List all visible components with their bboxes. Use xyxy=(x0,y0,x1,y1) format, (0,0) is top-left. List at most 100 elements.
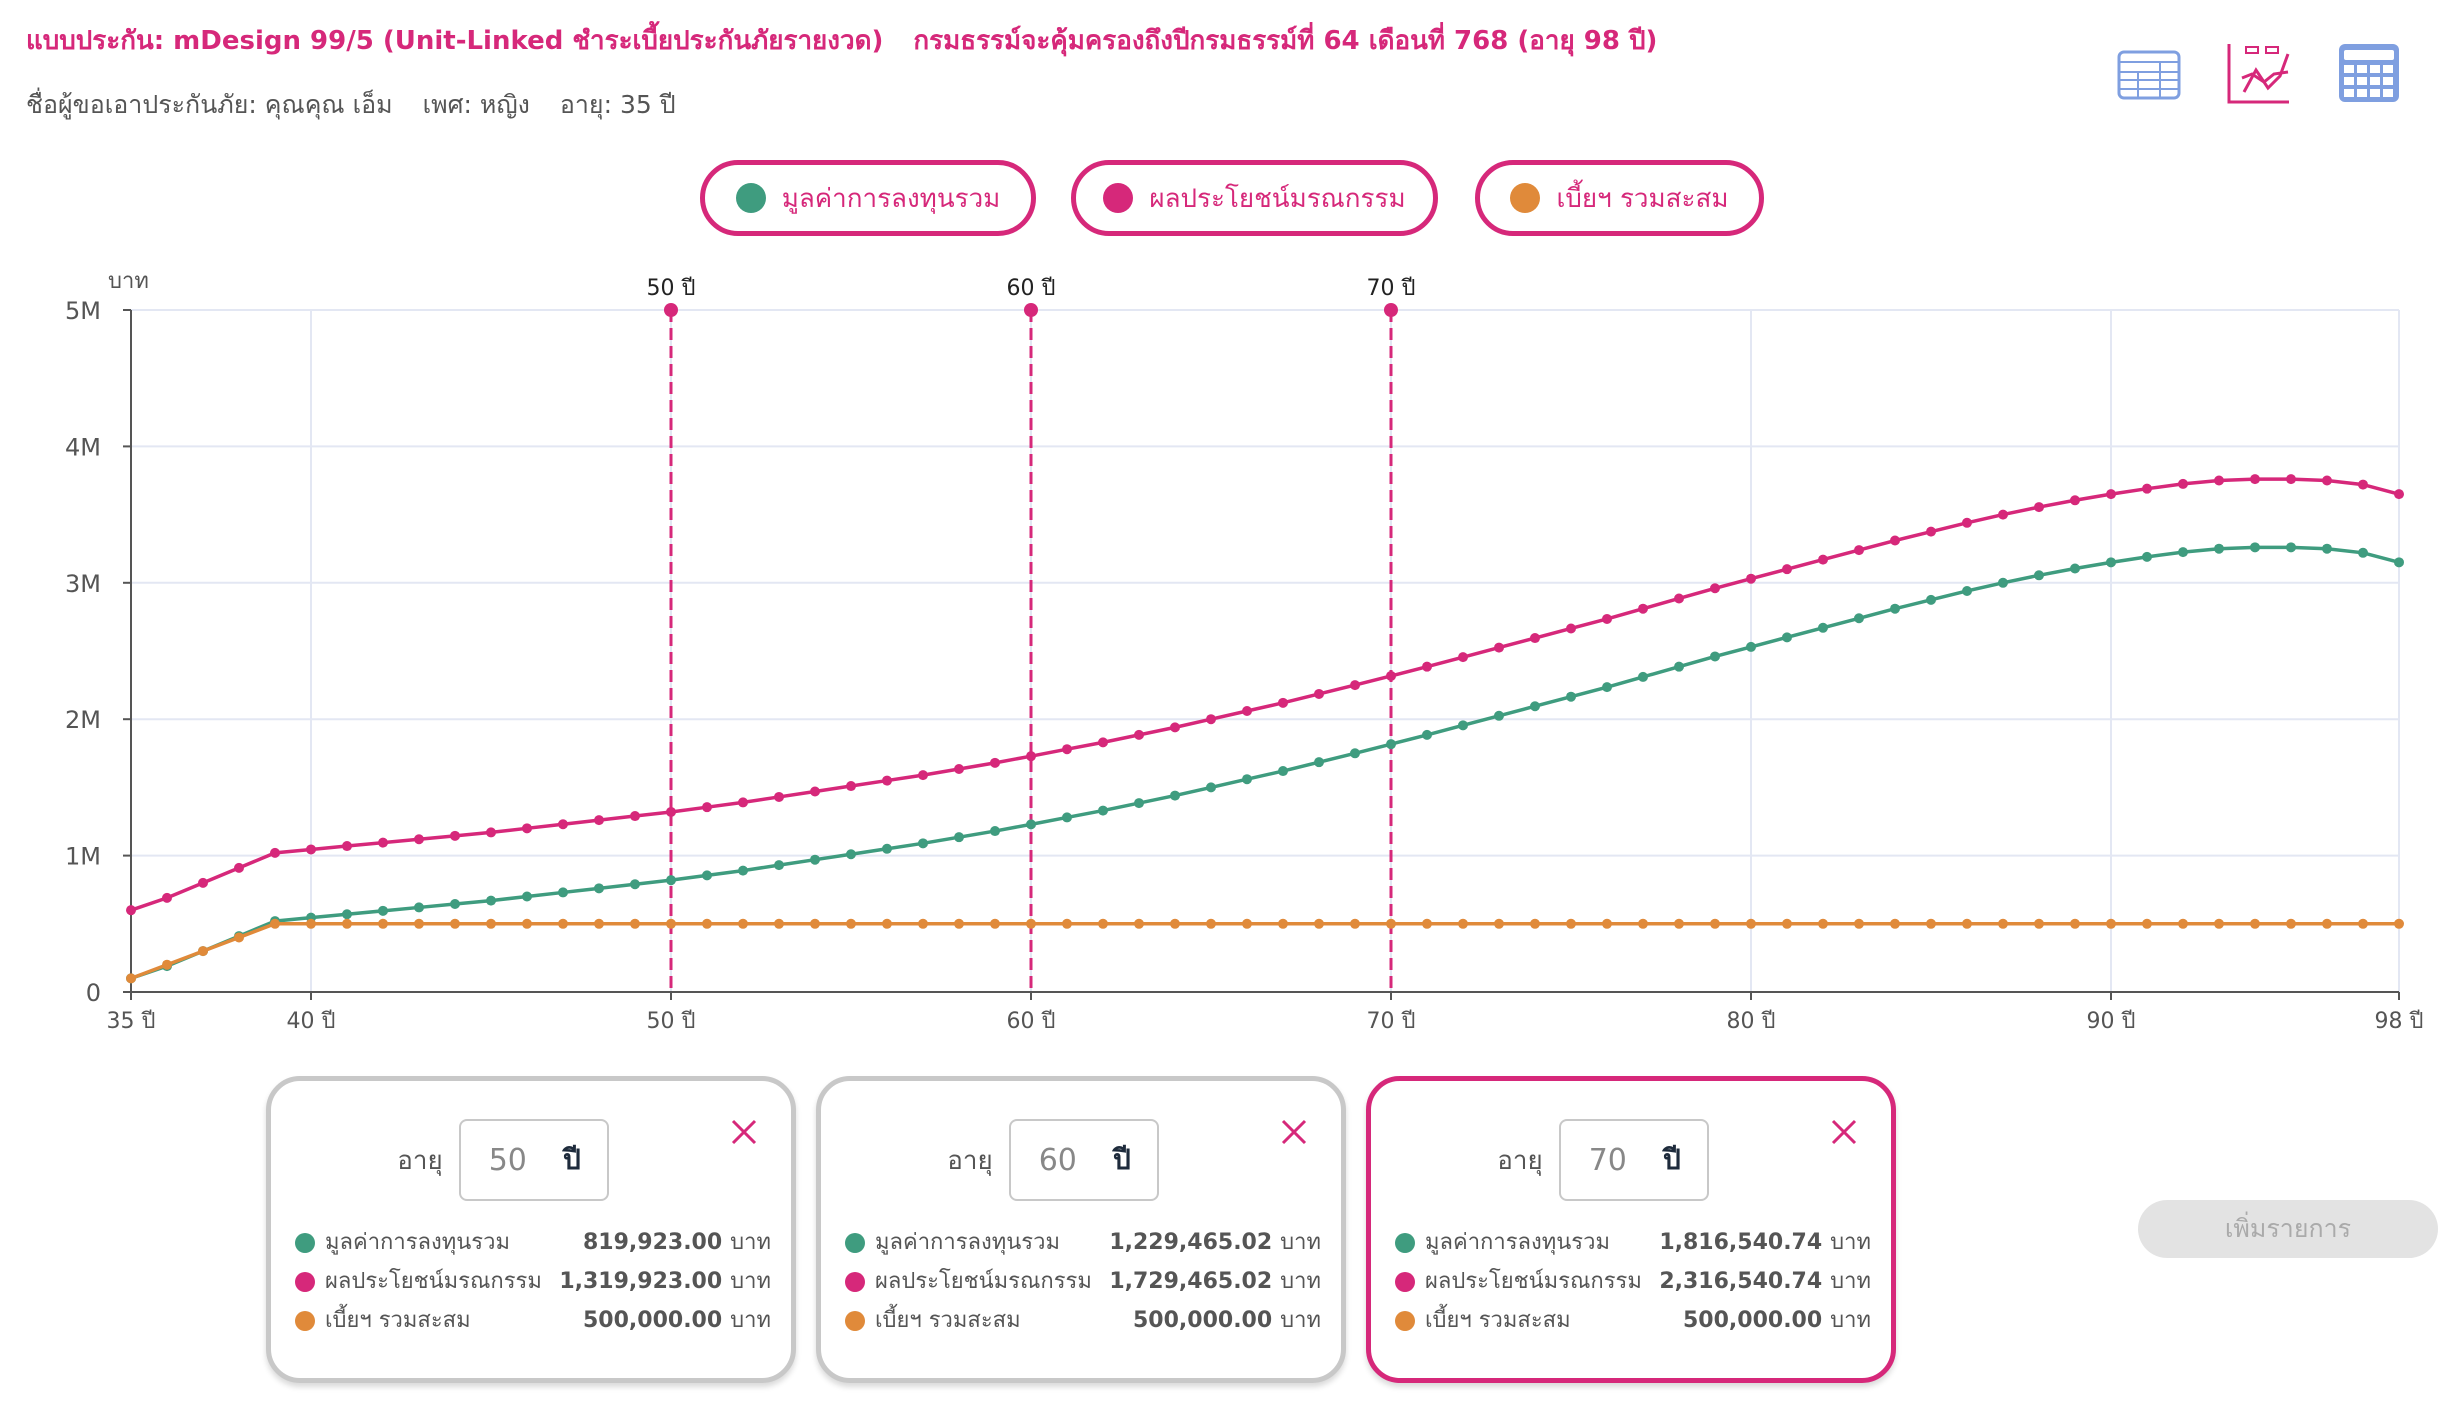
data-point xyxy=(486,895,496,906)
data-point xyxy=(1638,671,1648,682)
data-point xyxy=(1062,812,1072,823)
row-unit: บาท xyxy=(730,1230,771,1255)
close-icon[interactable] xyxy=(729,1117,759,1147)
card-row: เบี้ยฯ รวมสะสม 500,000.00 บาท xyxy=(295,1301,771,1340)
insured-info: ชื่อผู้ขอเอาประกันภัย: คุณคุณ เอ็ม เพศ: ห… xyxy=(26,85,2086,125)
data-point xyxy=(414,918,424,929)
data-point xyxy=(1134,729,1144,740)
data-point xyxy=(2214,918,2224,929)
age-unit: ปี xyxy=(1112,1143,1131,1176)
series-dot-icon xyxy=(1395,1310,1415,1331)
add-item-button[interactable]: เพิ่มรายการ xyxy=(2138,1200,2438,1258)
data-point xyxy=(1854,545,1864,556)
series-line xyxy=(130,922,2399,980)
data-point xyxy=(1458,918,1468,929)
x-tick-label: 60 ปี xyxy=(1007,1009,1056,1034)
data-point xyxy=(630,879,640,890)
data-point xyxy=(2394,489,2404,500)
data-point xyxy=(1530,701,1540,712)
data-point xyxy=(990,918,1000,929)
data-point xyxy=(2070,918,2080,929)
y-tick-label: 4M xyxy=(65,433,101,461)
close-icon[interactable] xyxy=(1829,1117,1859,1147)
data-point xyxy=(1962,517,1972,528)
y-tick-label: 0 xyxy=(86,979,101,1007)
y-tick-label: 5M xyxy=(65,297,101,325)
calculator-icon[interactable] xyxy=(2336,40,2402,106)
data-point xyxy=(1278,697,1288,708)
row-label: เบี้ยฯ รวมสะสม xyxy=(325,1308,471,1333)
data-point xyxy=(1638,918,1648,929)
data-point xyxy=(2394,918,2404,929)
y-axis-label: บาท xyxy=(108,269,149,294)
data-point xyxy=(486,918,496,929)
data-point xyxy=(1098,737,1108,748)
data-point xyxy=(1062,744,1072,755)
data-point xyxy=(2070,563,2080,574)
table-icon[interactable] xyxy=(2116,40,2182,106)
age-label: อายุ xyxy=(397,1145,443,1176)
series-dot-icon xyxy=(1395,1271,1415,1292)
data-point xyxy=(954,763,964,774)
age-value[interactable]: 50 xyxy=(488,1142,527,1178)
data-point xyxy=(882,843,892,854)
line-chart-icon[interactable] xyxy=(2226,40,2292,106)
row-value-group: 500,000.00 บาท xyxy=(1133,1301,1321,1340)
legend-death-benefit[interactable]: ผลประโยชน์มรณกรรม xyxy=(1071,160,1438,236)
data-point xyxy=(1134,918,1144,929)
data-point xyxy=(1998,509,2008,520)
data-point xyxy=(1566,918,1576,929)
data-point xyxy=(1674,661,1684,672)
data-point xyxy=(1170,722,1180,733)
data-point xyxy=(1998,918,2008,929)
card-row: มูลค่าการลงทุนรวม 1,816,540.74 บาท xyxy=(1395,1223,1871,1262)
data-point xyxy=(450,899,460,910)
x-tick-label: 70 ปี xyxy=(1367,1009,1416,1034)
series-dot-icon xyxy=(845,1232,865,1253)
data-point xyxy=(1026,751,1036,762)
data-point xyxy=(558,887,568,898)
row-label-group: มูลค่าการลงทุนรวม xyxy=(1395,1223,1651,1262)
data-point xyxy=(1530,633,1540,644)
series-dot-icon xyxy=(845,1271,865,1292)
x-tick-label: 80 ปี xyxy=(1727,1009,1776,1034)
row-label: มูลค่าการลงทุนรวม xyxy=(325,1230,510,1255)
data-point xyxy=(1710,651,1720,662)
data-point xyxy=(2250,474,2260,485)
data-point xyxy=(198,946,208,957)
data-point xyxy=(1566,623,1576,634)
data-point xyxy=(1386,670,1396,681)
age-input[interactable]: 70 ปี xyxy=(1558,1119,1709,1201)
close-icon[interactable] xyxy=(1279,1117,1309,1147)
age-unit: ปี xyxy=(1662,1143,1681,1176)
data-point xyxy=(1818,918,1828,929)
age-input[interactable]: 50 ปี xyxy=(458,1119,609,1201)
legend-investment[interactable]: มูลค่าการลงทุนรวม xyxy=(700,160,1036,236)
card-row: เบี้ยฯ รวมสะสม 500,000.00 บาท xyxy=(845,1301,1321,1340)
data-point xyxy=(1098,918,1108,929)
plan-header: แบบประกัน: mDesign 99/5 (Unit-Linked ชำร… xyxy=(26,20,2086,61)
age-input[interactable]: 60 ปี xyxy=(1008,1119,1159,1201)
data-point xyxy=(738,865,748,876)
legend-premium[interactable]: เบี้ยฯ รวมสะสม xyxy=(1475,160,1764,236)
data-point xyxy=(882,918,892,929)
row-value-group: 819,923.00 บาท xyxy=(583,1223,771,1262)
age-value[interactable]: 60 xyxy=(1038,1142,1077,1178)
data-point xyxy=(1890,535,1900,546)
data-point xyxy=(1854,613,1864,624)
data-point xyxy=(738,797,748,808)
row-label: มูลค่าการลงทุนรวม xyxy=(875,1230,1060,1255)
series-dot-icon xyxy=(1395,1232,1415,1253)
data-point xyxy=(1386,739,1396,750)
card-row: มูลค่าการลงทุนรวม 1,229,465.02 บาท xyxy=(845,1223,1321,1262)
legend-label: มูลค่าการลงทุนรวม xyxy=(781,183,1001,214)
data-point xyxy=(594,815,604,826)
age-label: อายุ xyxy=(1497,1145,1543,1176)
series-line xyxy=(130,477,2400,912)
card-rows: มูลค่าการลงทุนรวม 819,923.00 บาท ผลประโยชน์… xyxy=(295,1223,771,1340)
data-point xyxy=(1710,583,1720,594)
data-point xyxy=(198,877,208,888)
age-value[interactable]: 70 xyxy=(1588,1142,1627,1178)
data-point xyxy=(1206,714,1216,725)
y-tick-label: 3M xyxy=(65,570,101,598)
